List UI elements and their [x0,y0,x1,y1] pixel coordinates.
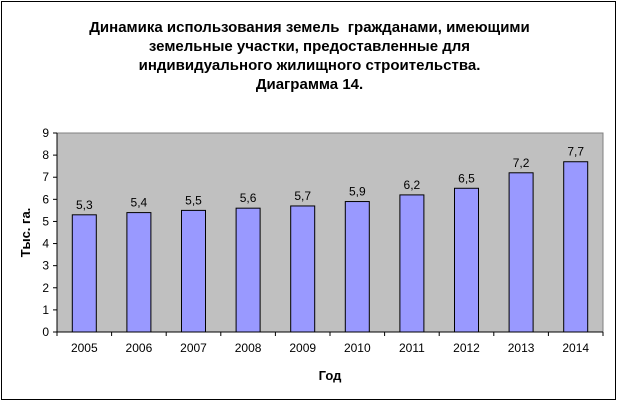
value-labels-group: 5,3 5,4 5,5 5,6 5,7 5,9 6,2 6,5 7,2 7,7 [76,145,584,212]
bar-2009 [290,205,316,333]
y-tick-label: 1 [42,303,49,317]
y-tick-label: 0 [42,325,49,339]
value-label-2011: 6,2 [404,178,421,192]
y-tick-label: 8 [42,148,49,162]
chart-title: Динамика использования земель гражданами… [0,18,619,94]
x-tick-label-2005: 2005 [71,341,98,355]
x-tick-label-2011: 2011 [399,341,425,355]
value-label-2010: 5,9 [349,185,366,199]
y-tick-label: 2 [42,281,49,295]
y-tick-label: 3 [42,259,49,273]
x-axis: 2005 2006 2007 2008 2009 2010 2011 2012 2013 2014 [56,331,604,355]
y-axis-label: Тыс. га. [18,208,33,258]
value-label-2007: 5,5 [185,193,202,207]
y-tick-label: 9 [42,126,49,140]
y-tick-label: 4 [42,237,49,251]
x-tick-label-2012: 2012 [453,341,480,355]
value-label-2014: 7,7 [567,145,584,159]
bars-group [71,161,589,333]
x-tick-label-2008: 2008 [235,341,262,355]
chart-title-line-3: индивидуального жилищного строительства. [138,57,481,74]
x-axis-label: Год [319,368,342,383]
x-tick-label-2014: 2014 [562,341,589,355]
y-tick-label: 6 [42,192,49,206]
value-label-2013: 7,2 [513,156,530,170]
x-tick-label-2010: 2010 [344,341,371,355]
value-label-2012: 6,5 [458,171,475,185]
bar-2010 [344,201,370,333]
bar-2007 [181,209,206,333]
bar-2006 [126,212,152,333]
bar-2011 [399,194,425,333]
bar-2012 [454,187,479,333]
chart-title-line-2: земельные участки, предоставленные для [148,38,471,55]
chart-title-line-4: Диаграмма 14. [255,76,364,93]
value-label-2008: 5,6 [240,191,257,205]
bar-2013 [508,172,534,333]
value-label-2005: 5,3 [76,198,93,212]
bar-2014 [563,161,589,333]
bar-2005 [71,214,97,333]
bar-2008 [235,207,261,333]
y-tick-label: 5 [42,214,49,228]
value-label-2009: 5,7 [294,189,311,203]
x-tick-label-2007: 2007 [180,341,207,355]
x-tick-label-2013: 2013 [508,341,535,355]
x-tick-label-2006: 2006 [126,341,153,355]
value-label-2006: 5,4 [131,196,148,210]
chart-title-line-1: Динамика использования земель гражданами… [89,19,530,36]
y-axis: 0 1 2 3 4 5 6 7 8 9 [42,126,58,339]
y-tick-label: 7 [42,170,49,184]
x-tick-label-2009: 2009 [289,341,316,355]
